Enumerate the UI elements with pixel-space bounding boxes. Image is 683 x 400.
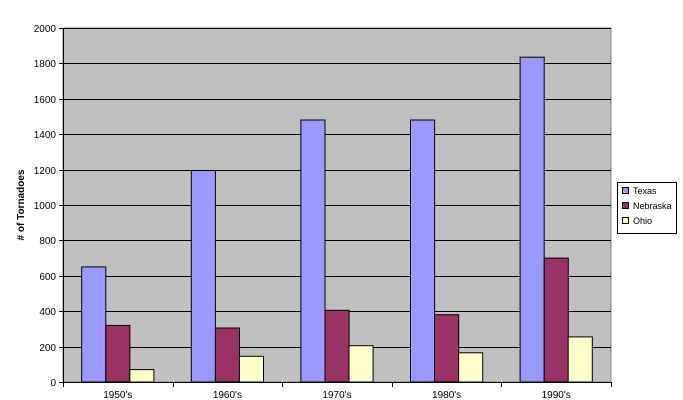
- bar-nebraska-1: [214, 327, 240, 383]
- legend-label-nebraska: Nebraska: [633, 201, 672, 211]
- bar-texas-2: [300, 119, 326, 383]
- legend: Texas Nebraska Ohio: [617, 182, 677, 234]
- x-tick-label: 1970's: [322, 390, 351, 400]
- bar-texas-1: [190, 170, 216, 383]
- x-tick-labels: 1950's 1960's 1970's 1980's 1990's: [103, 390, 571, 400]
- bar-nebraska-0: [105, 324, 131, 383]
- y-tick-label: 2000: [34, 24, 57, 35]
- y-tick-label: 800: [39, 236, 56, 247]
- bar-ohio-4: [567, 336, 593, 383]
- bar-texas-4: [519, 56, 545, 383]
- bar-ohio-0: [129, 369, 155, 383]
- legend-swatch-nebraska: [622, 202, 629, 209]
- y-tick-label: 1800: [34, 59, 57, 70]
- y-tick-label: 400: [39, 307, 56, 318]
- bar-nebraska-2: [324, 309, 350, 383]
- bar-nebraska-4: [543, 257, 569, 383]
- x-tick-label: 1960's: [213, 390, 242, 400]
- legend-label-texas: Texas: [633, 186, 657, 196]
- bar-texas-3: [410, 119, 436, 383]
- y-tick-label: 600: [39, 272, 56, 283]
- bar-ohio-2: [348, 345, 374, 383]
- x-tick-label: 1990's: [542, 390, 571, 400]
- y-tick-labels: 0 200 400 600 800 1000 1200 1400 1600 1800 2000: [34, 24, 57, 389]
- y-tick-label: 1600: [34, 95, 57, 106]
- legend-swatch-texas: [622, 187, 629, 194]
- bar-texas-0: [81, 266, 107, 383]
- x-tick-label: 1980's: [432, 390, 461, 400]
- bar-ohio-3: [458, 352, 484, 383]
- y-tick-label: 1200: [34, 166, 57, 177]
- y-tick-label: 1400: [34, 130, 57, 141]
- y-axis-label: # of Tornadoes: [16, 169, 27, 240]
- x-tick-label: 1950's: [103, 390, 132, 400]
- legend-swatch-ohio: [622, 217, 629, 224]
- axes: [59, 28, 612, 387]
- y-tick-label: 200: [39, 343, 56, 354]
- y-tick-label: 1000: [34, 201, 57, 212]
- bar-ohio-1: [238, 355, 264, 383]
- y-tick-label: 0: [50, 378, 56, 389]
- legend-label-ohio: Ohio: [633, 216, 652, 226]
- bar-nebraska-3: [434, 314, 460, 383]
